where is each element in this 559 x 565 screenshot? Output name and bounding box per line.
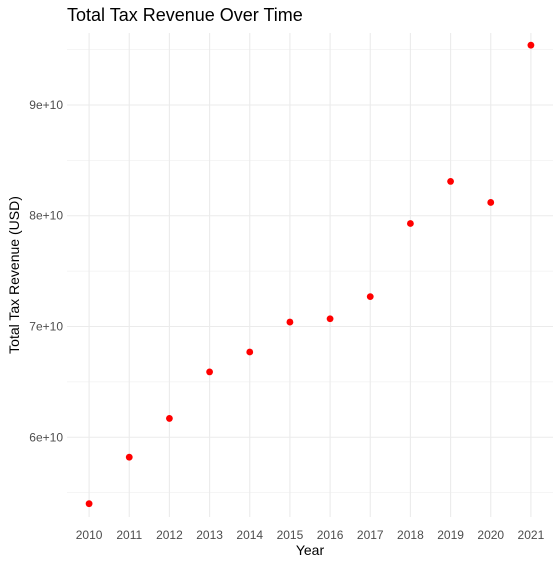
x-axis-title: Year (296, 542, 325, 558)
data-point (246, 348, 254, 356)
x-tick-label: 2012 (156, 528, 183, 542)
y-tick-label: 9e+10 (29, 98, 63, 112)
data-point (326, 315, 334, 323)
grid-major (67, 33, 553, 517)
data-point (366, 293, 374, 300)
grid-minor (67, 49, 553, 493)
x-tick-label: 2011 (116, 528, 142, 542)
x-tick-label: 2016 (317, 528, 344, 542)
y-tick-label: 8e+10 (29, 209, 63, 223)
data-point (286, 318, 294, 326)
data-point (447, 178, 454, 185)
x-tick-label: 2019 (437, 528, 464, 542)
x-tick-label: 2014 (236, 528, 263, 542)
x-tick-label: 2020 (477, 528, 504, 542)
y-tick-label: 6e+10 (29, 430, 63, 444)
data-point (206, 368, 213, 376)
y-axis-ticks: 6e+10 7e+10 8e+10 9e+10 (29, 98, 63, 444)
chart-title: Total Tax Revenue Over Time (67, 5, 303, 25)
x-tick-label: 2010 (76, 528, 103, 542)
x-axis-ticks: 2010 2011 2012 2013 2014 2015 2016 2017 2018 2019… (76, 528, 545, 542)
y-axis-title: Total Tax Revenue (USD) (6, 196, 22, 354)
data-point (407, 220, 414, 227)
x-tick-label: 2013 (196, 528, 223, 542)
x-tick-label: 2018 (397, 528, 424, 542)
x-tick-label: 2017 (357, 528, 384, 542)
data-point (166, 415, 173, 422)
data-points (85, 41, 535, 508)
x-tick-label: 2021 (518, 528, 545, 542)
x-tick-label: 2015 (277, 528, 304, 542)
y-tick-label: 7e+10 (29, 320, 63, 334)
data-point (125, 453, 133, 461)
data-point (487, 199, 495, 206)
data-point (527, 41, 535, 49)
data-point (85, 500, 93, 508)
